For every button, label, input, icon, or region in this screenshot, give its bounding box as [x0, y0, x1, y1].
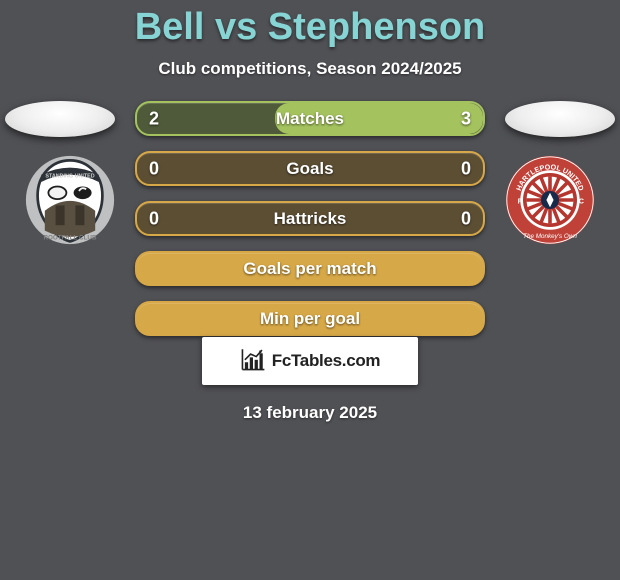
- fctables-logo-text: FcTables.com: [272, 351, 381, 371]
- svg-text:ROOTFALL CLUB: ROOTFALL CLUB: [43, 235, 97, 242]
- chart-icon: [240, 346, 266, 377]
- min-per-goal-label: Min per goal: [260, 309, 360, 329]
- date-text: 13 february 2025: [243, 403, 377, 423]
- stat-row-goals: 0 Goals 0: [135, 151, 485, 186]
- club-badge-right: HARTLEPOOL UNITED The Monkey's Own F C: [505, 155, 595, 245]
- svg-text:STANDING UNITED: STANDING UNITED: [45, 174, 94, 180]
- svg-text:F: F: [518, 197, 523, 206]
- goals-value-right: 0: [461, 158, 471, 179]
- subtitle: Club competitions, Season 2024/2025: [0, 59, 620, 79]
- goals-value-left: 0: [149, 158, 159, 179]
- stat-row-matches: 2 Matches 3: [135, 101, 485, 136]
- svg-text:C: C: [579, 197, 584, 206]
- goals-per-match-label: Goals per match: [243, 259, 376, 279]
- goals-label: Goals: [286, 159, 333, 179]
- player-photo-left: [5, 101, 115, 137]
- matches-value-right: 3: [461, 108, 471, 129]
- matches-label: Matches: [276, 109, 344, 129]
- stat-rows: 2 Matches 3 0 Goals 0 0 Hattricks 0 Goal…: [135, 101, 485, 336]
- stat-row-goals-per-match: Goals per match: [135, 251, 485, 286]
- player-photo-right: [505, 101, 615, 137]
- stat-row-min-per-goal: Min per goal: [135, 301, 485, 336]
- hattricks-value-left: 0: [149, 208, 159, 229]
- page-title: Bell vs Stephenson: [0, 6, 620, 49]
- club-badge-left: STANDING UNITED ROOTFALL CLUB: [25, 155, 115, 245]
- hattricks-label: Hattricks: [274, 209, 347, 229]
- fctables-logo: FcTables.com: [202, 337, 418, 385]
- stat-row-hattricks: 0 Hattricks 0: [135, 201, 485, 236]
- hattricks-value-right: 0: [461, 208, 471, 229]
- svg-text:The Monkey's Own: The Monkey's Own: [523, 233, 577, 240]
- matches-value-left: 2: [149, 108, 159, 129]
